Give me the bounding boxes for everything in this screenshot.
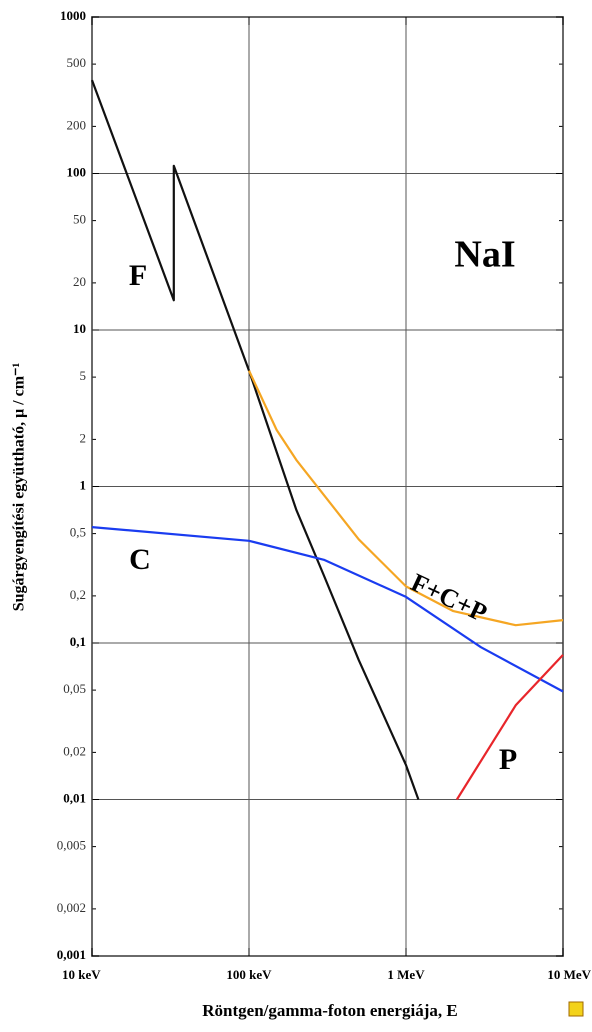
y-tick-label: 0,001 xyxy=(57,947,86,962)
y-tick-label: 10 xyxy=(73,321,86,336)
y-tick-label: 1000 xyxy=(60,8,86,23)
series-line xyxy=(90,79,420,800)
y-tick-label: 0,5 xyxy=(70,525,86,540)
y-tick-label: 0,01 xyxy=(63,790,86,805)
y-tick-label: 0,002 xyxy=(57,900,86,915)
y-tick-label: 0,1 xyxy=(70,634,86,649)
x-axis-label: Röntgen/gamma-foton energiája, E xyxy=(202,1001,457,1020)
y-tick-label: 50 xyxy=(73,212,86,227)
y-tick-label: 2 xyxy=(80,430,87,445)
series-label: F+C+P xyxy=(407,568,492,628)
series-line xyxy=(455,654,564,801)
y-axis-label: Sugárgyengítési együttható, μ / cm⁻¹ xyxy=(11,363,28,612)
y-tick-label: 100 xyxy=(67,164,87,179)
y-tick-label: 500 xyxy=(67,55,87,70)
series-label: C xyxy=(129,543,151,576)
annotation: NaI xyxy=(454,234,515,276)
x-tick-label: 10 keV xyxy=(62,967,101,982)
series-label: P xyxy=(499,743,517,776)
y-tick-label: 5 xyxy=(80,368,87,383)
y-tick-label: 20 xyxy=(73,274,86,289)
x-tick-label: 10 MeV xyxy=(547,967,591,982)
y-tick-label: 0,2 xyxy=(70,587,86,602)
y-tick-label: 0,005 xyxy=(57,838,86,853)
y-tick-label: 0,05 xyxy=(63,681,86,696)
series-label: F xyxy=(129,259,147,292)
icon xyxy=(568,1001,584,1017)
y-tick-label: 1 xyxy=(80,477,87,492)
series-line xyxy=(91,526,564,693)
y-tick-label: 200 xyxy=(67,117,87,132)
x-tick-label: 100 keV xyxy=(226,967,272,982)
x-tick-label: 1 MeV xyxy=(387,967,425,982)
series-line xyxy=(248,370,564,627)
y-tick-label: 0,02 xyxy=(63,743,86,758)
